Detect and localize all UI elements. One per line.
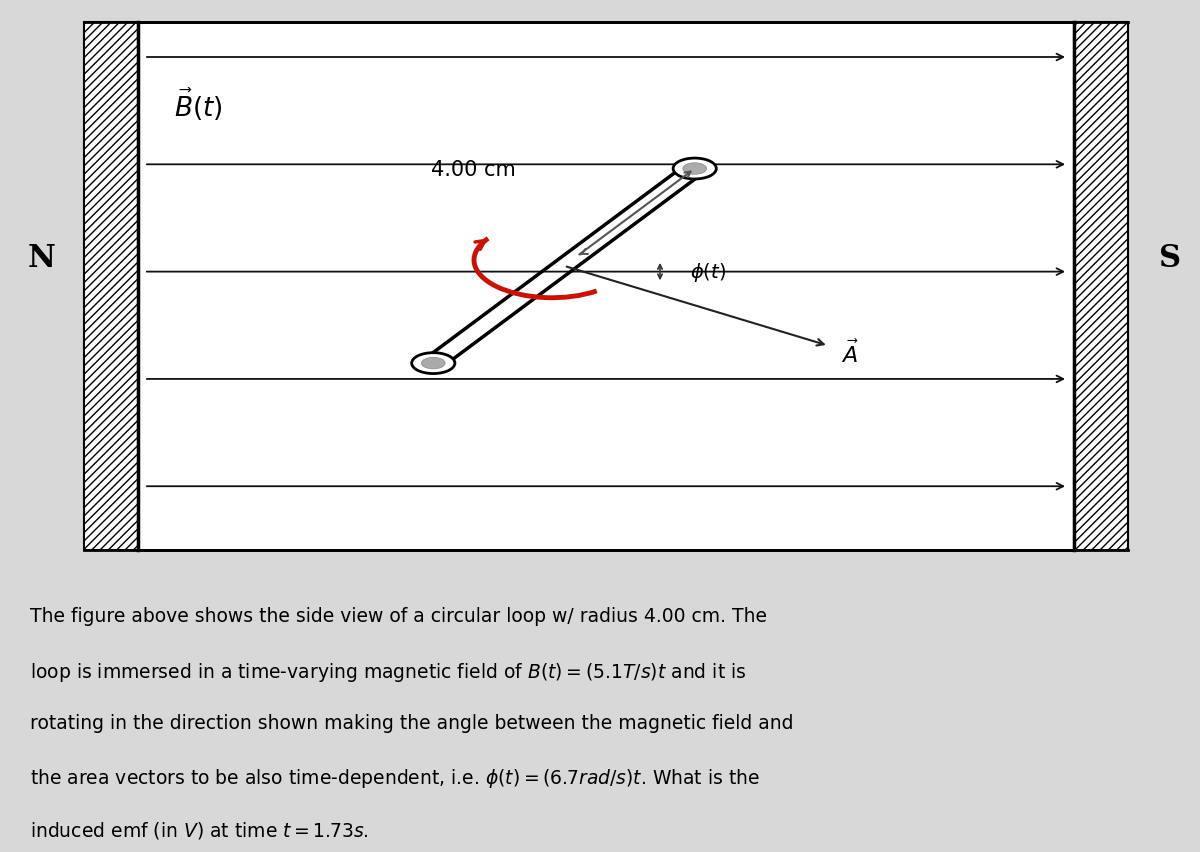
Bar [138,23,1074,550]
Circle shape [673,159,716,180]
Text: S: S [1159,242,1181,273]
Text: the area vectors to be also time-dependent, i.e. $\phi(t) = (6.7rad/s)t$. What i: the area vectors to be also time-depende… [30,766,760,789]
Text: $\vec{B}(t)$: $\vec{B}(t)$ [174,86,223,123]
Text: induced emf (in $V$) at time $t = 1.73s$.: induced emf (in $V$) at time $t = 1.73s$… [30,820,368,840]
Text: $\vec{A}$: $\vec{A}$ [840,341,858,368]
Text: rotating in the direction shown making the angle between the magnetic field and: rotating in the direction shown making t… [30,713,793,732]
Circle shape [683,164,707,175]
Circle shape [421,358,445,370]
Text: $\phi(t)$: $\phi(t)$ [690,261,726,284]
Bar [84,23,138,550]
Text: N: N [28,242,56,273]
Text: The figure above shows the side view of a circular loop w/ radius 4.00 cm. The: The figure above shows the side view of … [30,607,767,625]
Text: 4.00 cm: 4.00 cm [431,159,516,180]
Bar [1074,23,1128,550]
Circle shape [412,354,455,374]
Text: loop is immersed in a time-varying magnetic field of $B(t) = (5.1T/s)t$ and it i: loop is immersed in a time-varying magne… [30,659,746,682]
